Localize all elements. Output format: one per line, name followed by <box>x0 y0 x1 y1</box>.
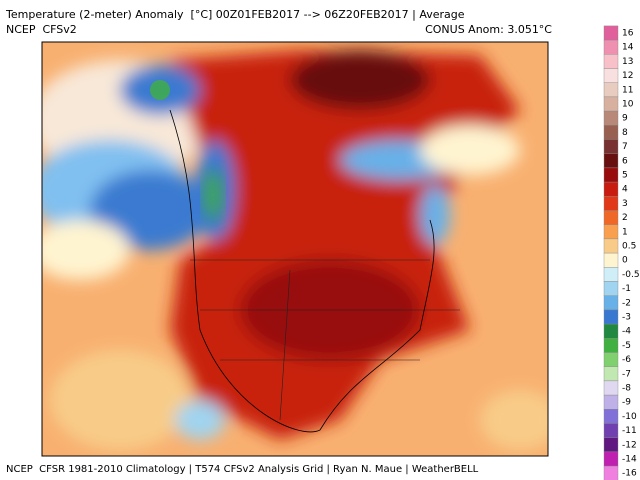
colorbar-label: 2 <box>622 213 628 223</box>
colorbar-box <box>603 196 619 211</box>
colorbar-box <box>603 380 619 396</box>
colorbar-label: 7 <box>622 142 628 152</box>
colorbar-label: -10 <box>622 412 637 422</box>
colorbar-label: 4 <box>622 185 628 195</box>
colorbar-box <box>603 252 619 268</box>
colorbar-box <box>603 366 619 382</box>
colorbar-label: 5 <box>622 171 628 181</box>
colorbar-box <box>603 68 619 83</box>
anomaly-field <box>42 42 548 456</box>
colorbar-box <box>603 125 619 140</box>
colorbar-box <box>603 323 619 339</box>
colorbar-label: -14 <box>622 455 637 465</box>
colorbar-label: 1 <box>622 227 628 237</box>
colorbar-label: 11 <box>622 85 633 95</box>
colorbar-box <box>603 25 619 41</box>
colorbar-box <box>603 394 619 410</box>
colorbar-label: -11 <box>622 426 637 436</box>
colorbar-box <box>603 39 619 55</box>
colorbar-label: -9 <box>622 398 631 408</box>
colorbar: 16 14 13 12 11 10 9 8 7 6 5 4 3 2 1 0.5 0 -0.5 -1 -2 -3 -4 -5 -… <box>603 25 640 480</box>
colorbar-box <box>603 423 619 438</box>
colorbar-box <box>603 281 619 296</box>
colorbar-label: -12 <box>622 440 637 450</box>
colorbar-label: 16 <box>622 29 634 39</box>
footer: NCEP CFSR 1981-2010 Climatology | T574 C… <box>6 464 479 475</box>
colorbar-label: -8 <box>622 384 631 394</box>
map-frame <box>41 41 549 457</box>
colorbar-label: -5 <box>622 341 631 351</box>
colorbar-box <box>603 267 619 282</box>
colorbar-box <box>603 451 619 467</box>
colorbar-box <box>603 295 619 311</box>
colorbar-label: 0.5 <box>622 242 636 252</box>
colorbar-label: 12 <box>622 71 633 81</box>
colorbar-label: 14 <box>622 43 634 53</box>
colorbar-label: -7 <box>622 369 631 379</box>
colorbar-box <box>603 167 619 183</box>
colorbar-box <box>603 181 619 197</box>
colorbar-label: 13 <box>622 57 633 67</box>
colorbar-box <box>603 409 619 424</box>
colorbar-box <box>603 352 619 367</box>
anomaly: CONUS Anom: 3.051°C <box>425 23 552 36</box>
colorbar-box <box>603 210 619 225</box>
colorbar-box <box>603 139 619 154</box>
colorbar-label: 8 <box>622 128 628 138</box>
colorbar-label: -0.5 <box>622 270 640 280</box>
colorbar-box <box>603 82 619 98</box>
colorbar-label: -16 <box>622 469 637 479</box>
colorbar-label: -4 <box>622 327 631 337</box>
colorbar-label: 0 <box>622 256 628 266</box>
colorbar-box <box>603 238 619 254</box>
colorbar-box <box>603 153 619 169</box>
colorbar-label: 3 <box>622 199 628 209</box>
colorbar-box <box>603 437 619 453</box>
colorbar-label: -1 <box>622 284 631 294</box>
colorbar-label: -2 <box>622 298 631 308</box>
colorbar-box <box>603 110 619 126</box>
colorbar-box <box>603 338 619 353</box>
colorbar-box <box>603 309 619 325</box>
colorbar-box <box>603 465 619 480</box>
title: Temperature (2-meter) Anomaly [°C] 00Z01… <box>6 8 465 21</box>
colorbar-label: -6 <box>622 355 631 365</box>
colorbar-label: 9 <box>622 114 628 124</box>
colorbar-label: -3 <box>622 313 631 323</box>
colorbar-box <box>603 224 619 240</box>
colorbar-label: 6 <box>622 156 628 166</box>
colorbar-box <box>603 54 619 69</box>
colorbar-box <box>603 96 619 112</box>
colorbar-label: 10 <box>622 100 634 110</box>
source: NCEP CFSv2 <box>6 23 77 36</box>
